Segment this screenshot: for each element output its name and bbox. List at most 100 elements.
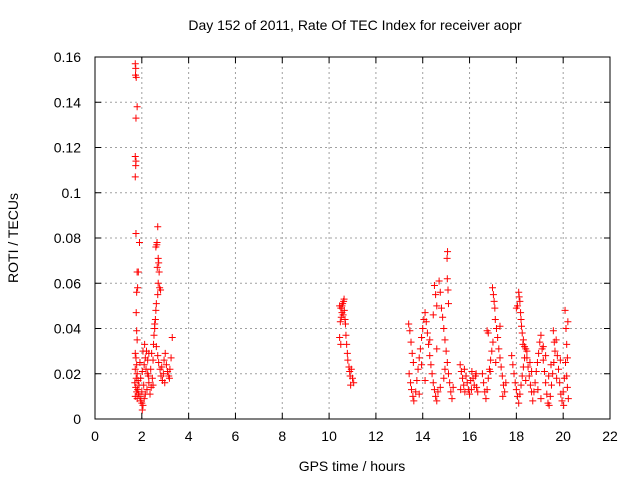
data-point bbox=[496, 354, 504, 362]
x-tick-label: 2 bbox=[138, 428, 146, 444]
data-point bbox=[442, 347, 450, 355]
data-point bbox=[501, 388, 509, 396]
data-point bbox=[472, 370, 480, 378]
data-point bbox=[133, 327, 141, 335]
data-point bbox=[132, 309, 140, 317]
data-point bbox=[428, 370, 436, 378]
data-point bbox=[494, 334, 502, 342]
data-point bbox=[510, 370, 518, 378]
data-point bbox=[525, 372, 533, 380]
data-point bbox=[564, 318, 572, 326]
data-point bbox=[136, 358, 144, 366]
data-point bbox=[511, 379, 519, 387]
data-point bbox=[512, 386, 520, 394]
data-point bbox=[133, 103, 141, 111]
data-point bbox=[132, 73, 140, 81]
data-point bbox=[347, 381, 355, 389]
data-point bbox=[496, 322, 504, 330]
data-point bbox=[553, 352, 561, 360]
data-point bbox=[145, 379, 153, 387]
data-point bbox=[535, 349, 543, 357]
data-point bbox=[537, 395, 545, 403]
data-point bbox=[551, 347, 559, 355]
data-point bbox=[413, 377, 421, 385]
data-point bbox=[423, 329, 431, 337]
data-point bbox=[439, 313, 447, 321]
data-point bbox=[416, 345, 424, 353]
data-point bbox=[426, 352, 434, 360]
data-point bbox=[165, 374, 173, 382]
x-axis-ticks: 0 2 4 6 8 10 12 14 16 18 20 22 bbox=[91, 57, 618, 444]
data-point bbox=[432, 392, 440, 400]
data-point bbox=[547, 361, 555, 369]
data-point bbox=[415, 354, 423, 362]
data-point bbox=[430, 282, 438, 290]
data-point bbox=[140, 361, 148, 369]
data-point bbox=[440, 374, 448, 382]
data-point bbox=[140, 395, 148, 403]
data-point bbox=[337, 340, 345, 348]
data-point bbox=[490, 297, 498, 305]
data-point bbox=[131, 349, 139, 357]
data-point bbox=[425, 340, 433, 348]
data-point bbox=[518, 372, 526, 380]
data-point bbox=[488, 347, 496, 355]
data-point bbox=[558, 397, 566, 405]
data-point bbox=[553, 374, 561, 382]
data-point bbox=[488, 284, 496, 292]
data-point bbox=[549, 327, 557, 335]
x-tick-label: 4 bbox=[185, 428, 193, 444]
data-point bbox=[444, 370, 452, 378]
data-point bbox=[437, 304, 445, 312]
data-point bbox=[421, 309, 429, 317]
data-point bbox=[143, 386, 151, 394]
y-tick-label: 0 bbox=[73, 411, 81, 427]
y-tick-label: 0.14 bbox=[54, 94, 81, 110]
data-point bbox=[131, 173, 139, 181]
data-point bbox=[517, 381, 525, 389]
data-point bbox=[491, 315, 499, 323]
data-point bbox=[457, 386, 465, 394]
data-point bbox=[549, 370, 557, 378]
data-point bbox=[512, 304, 520, 312]
data-point bbox=[339, 311, 347, 319]
data-point bbox=[534, 386, 542, 394]
data-point bbox=[132, 354, 140, 362]
y-tick-label: 0.06 bbox=[54, 275, 81, 291]
data-point bbox=[133, 370, 141, 378]
data-point bbox=[135, 239, 143, 247]
data-point bbox=[515, 293, 523, 301]
data-point bbox=[133, 395, 141, 403]
data-point bbox=[563, 340, 571, 348]
data-point bbox=[144, 370, 152, 378]
data-point bbox=[341, 320, 349, 328]
data-point bbox=[539, 356, 547, 364]
data-point bbox=[152, 300, 160, 308]
data-point bbox=[140, 381, 148, 389]
x-tick-label: 18 bbox=[509, 428, 525, 444]
data-point bbox=[444, 300, 452, 308]
data-point bbox=[419, 325, 427, 332]
data-point bbox=[533, 358, 541, 366]
data-point bbox=[429, 379, 437, 387]
data-point bbox=[562, 358, 570, 366]
data-point bbox=[515, 399, 523, 407]
data-point bbox=[132, 162, 140, 170]
data-point bbox=[160, 356, 168, 364]
data-point bbox=[441, 365, 449, 373]
data-point bbox=[444, 286, 452, 294]
y-tick-label: 0.08 bbox=[54, 230, 81, 246]
data-point bbox=[446, 379, 454, 387]
data-point bbox=[518, 329, 526, 337]
data-point bbox=[443, 254, 451, 262]
data-point bbox=[141, 340, 149, 348]
data-point bbox=[340, 295, 348, 303]
data-point bbox=[482, 395, 490, 403]
data-point bbox=[155, 268, 163, 276]
data-point bbox=[153, 241, 161, 249]
data-point bbox=[564, 395, 572, 403]
data-point bbox=[340, 306, 348, 314]
y-tick-label: 0.1 bbox=[62, 185, 82, 201]
data-point bbox=[523, 354, 531, 362]
data-point bbox=[408, 349, 416, 357]
